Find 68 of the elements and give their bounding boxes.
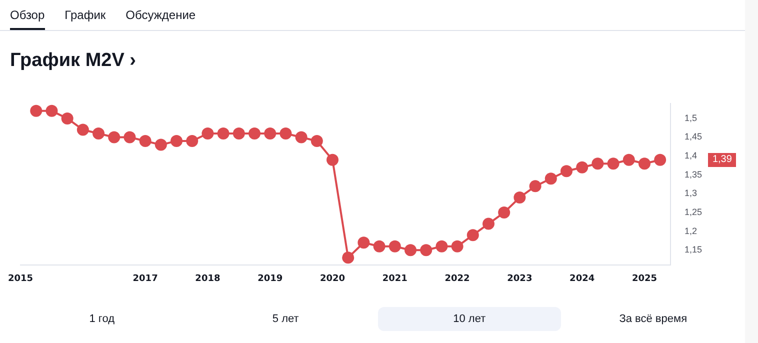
y-tick-label: 1,2 — [684, 226, 697, 236]
point — [76, 124, 89, 136]
point — [482, 218, 494, 230]
point — [92, 128, 105, 140]
point — [607, 158, 620, 170]
point — [560, 165, 572, 178]
point — [30, 104, 42, 117]
point — [592, 158, 604, 170]
point — [654, 154, 666, 166]
point — [154, 138, 167, 151]
point — [248, 128, 261, 140]
point — [310, 135, 323, 148]
x-tick-label: 2022 — [444, 274, 470, 284]
text: За всё время — [618, 312, 688, 327]
point — [622, 154, 635, 166]
point — [544, 172, 557, 185]
point — [170, 135, 183, 148]
point — [186, 135, 198, 148]
point — [514, 191, 526, 204]
text: 5 лет — [271, 312, 300, 327]
point — [576, 161, 588, 174]
point — [202, 128, 214, 140]
y-tick-label: 1,5 — [684, 112, 697, 123]
text: 1 год — [88, 312, 116, 327]
point — [498, 206, 510, 219]
chart-title: График M2V › — [10, 50, 136, 72]
point — [451, 240, 464, 252]
x-tick-label: 2015 — [8, 274, 34, 284]
text: 10 лет — [378, 307, 562, 331]
point — [217, 128, 230, 140]
point — [326, 154, 339, 166]
y-tick-label: 1,45 — [684, 132, 702, 142]
point — [264, 128, 276, 140]
x-tick-label: 2019 — [258, 274, 283, 284]
point — [529, 180, 542, 192]
y-tick-label: 1,35 — [684, 169, 702, 180]
x-tick-label: 2025 — [632, 274, 658, 284]
point — [46, 104, 58, 117]
point — [404, 244, 416, 256]
point — [388, 240, 401, 252]
text: Обзор — [10, 8, 45, 30]
y-tick-label: 1,3 — [684, 188, 697, 198]
x-tick-label: 2018 — [195, 274, 220, 284]
x-tick-label: 2020 — [320, 274, 346, 284]
point — [108, 131, 120, 144]
point — [295, 131, 308, 144]
y-tick-label: 1,15 — [684, 244, 702, 255]
point — [342, 252, 354, 264]
price-tag: 1,39 — [708, 152, 736, 167]
text: Обсуждение — [126, 8, 196, 24]
point — [280, 128, 292, 140]
point — [232, 128, 245, 140]
y-tick-label: 1,25 — [684, 207, 702, 218]
point — [124, 131, 136, 144]
point — [466, 229, 479, 242]
text: График — [64, 8, 106, 24]
x-tick-label: 2021 — [382, 274, 408, 284]
point — [373, 240, 386, 252]
y-tick-label: 1,4 — [684, 150, 697, 161]
point — [61, 112, 74, 124]
point — [436, 240, 448, 252]
x-tick-label: 2023 — [507, 274, 532, 284]
x-tick-label: 2024 — [570, 274, 595, 284]
x-tick-label: 2017 — [132, 274, 158, 284]
point — [420, 244, 432, 256]
point — [139, 135, 152, 148]
point — [638, 158, 650, 170]
point — [358, 236, 370, 249]
